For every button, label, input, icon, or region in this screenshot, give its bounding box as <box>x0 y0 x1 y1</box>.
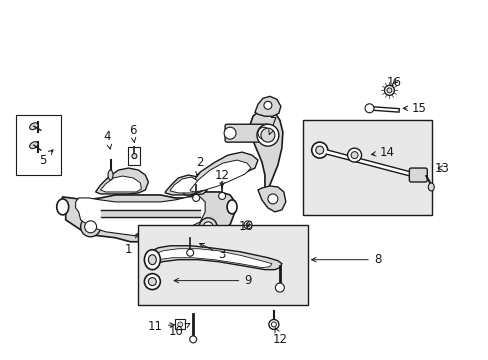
Polygon shape <box>183 152 258 195</box>
Polygon shape <box>190 160 250 192</box>
Ellipse shape <box>81 217 101 237</box>
Ellipse shape <box>148 255 156 265</box>
Ellipse shape <box>264 101 271 109</box>
Ellipse shape <box>386 88 391 93</box>
FancyBboxPatch shape <box>138 225 307 305</box>
Ellipse shape <box>192 194 199 201</box>
Ellipse shape <box>178 322 183 327</box>
FancyBboxPatch shape <box>16 115 61 175</box>
Text: 13: 13 <box>434 162 449 175</box>
Text: 9: 9 <box>174 274 251 287</box>
Ellipse shape <box>347 148 361 162</box>
Text: 10: 10 <box>168 323 189 338</box>
Polygon shape <box>95 168 148 194</box>
Polygon shape <box>165 175 207 195</box>
Text: 16: 16 <box>386 76 401 89</box>
Ellipse shape <box>144 274 160 289</box>
Text: 15: 15 <box>403 102 426 115</box>
Text: 6: 6 <box>128 124 136 143</box>
Ellipse shape <box>84 221 96 233</box>
Polygon shape <box>145 246 281 270</box>
Ellipse shape <box>258 127 269 139</box>
Ellipse shape <box>271 322 276 327</box>
Polygon shape <box>249 108 282 190</box>
Ellipse shape <box>256 124 278 146</box>
Text: 7: 7 <box>268 116 277 135</box>
Ellipse shape <box>199 218 217 236</box>
Polygon shape <box>258 186 285 212</box>
Ellipse shape <box>384 85 394 95</box>
Text: 11: 11 <box>147 320 174 333</box>
Ellipse shape <box>245 223 249 227</box>
Ellipse shape <box>108 170 113 180</box>
Ellipse shape <box>203 222 213 232</box>
Ellipse shape <box>364 104 373 113</box>
Ellipse shape <box>315 146 323 154</box>
Ellipse shape <box>186 249 193 256</box>
Polygon shape <box>101 176 141 192</box>
Text: 3: 3 <box>199 243 225 261</box>
FancyBboxPatch shape <box>224 124 268 142</box>
Text: 8: 8 <box>311 253 380 266</box>
Ellipse shape <box>350 152 357 159</box>
Polygon shape <box>170 177 201 193</box>
FancyBboxPatch shape <box>175 319 185 329</box>
Ellipse shape <box>268 319 278 329</box>
Text: 16: 16 <box>238 220 253 233</box>
Text: 1: 1 <box>124 233 138 256</box>
Ellipse shape <box>189 336 196 343</box>
Text: 14: 14 <box>370 145 394 159</box>
Ellipse shape <box>261 128 274 142</box>
FancyBboxPatch shape <box>128 147 140 165</box>
Ellipse shape <box>311 142 327 158</box>
Text: 5: 5 <box>39 150 53 167</box>
Text: 2: 2 <box>195 156 203 176</box>
Ellipse shape <box>57 199 68 215</box>
Polygon shape <box>76 197 205 236</box>
Ellipse shape <box>267 194 277 204</box>
Ellipse shape <box>144 250 160 270</box>
FancyBboxPatch shape <box>408 168 427 182</box>
Ellipse shape <box>244 221 251 229</box>
Polygon shape <box>61 192 235 242</box>
Ellipse shape <box>218 193 225 199</box>
Polygon shape <box>101 210 200 217</box>
Polygon shape <box>152 249 271 268</box>
Text: 4: 4 <box>103 130 111 149</box>
Ellipse shape <box>427 183 433 191</box>
Text: 12: 12 <box>214 168 229 187</box>
Ellipse shape <box>224 127 236 139</box>
Text: 12: 12 <box>272 328 287 346</box>
Ellipse shape <box>275 283 284 292</box>
Polygon shape <box>254 96 280 116</box>
Ellipse shape <box>30 123 38 130</box>
Ellipse shape <box>132 154 137 159</box>
Ellipse shape <box>226 200 237 214</box>
Ellipse shape <box>30 142 38 149</box>
Ellipse shape <box>148 278 156 285</box>
FancyBboxPatch shape <box>302 120 431 215</box>
